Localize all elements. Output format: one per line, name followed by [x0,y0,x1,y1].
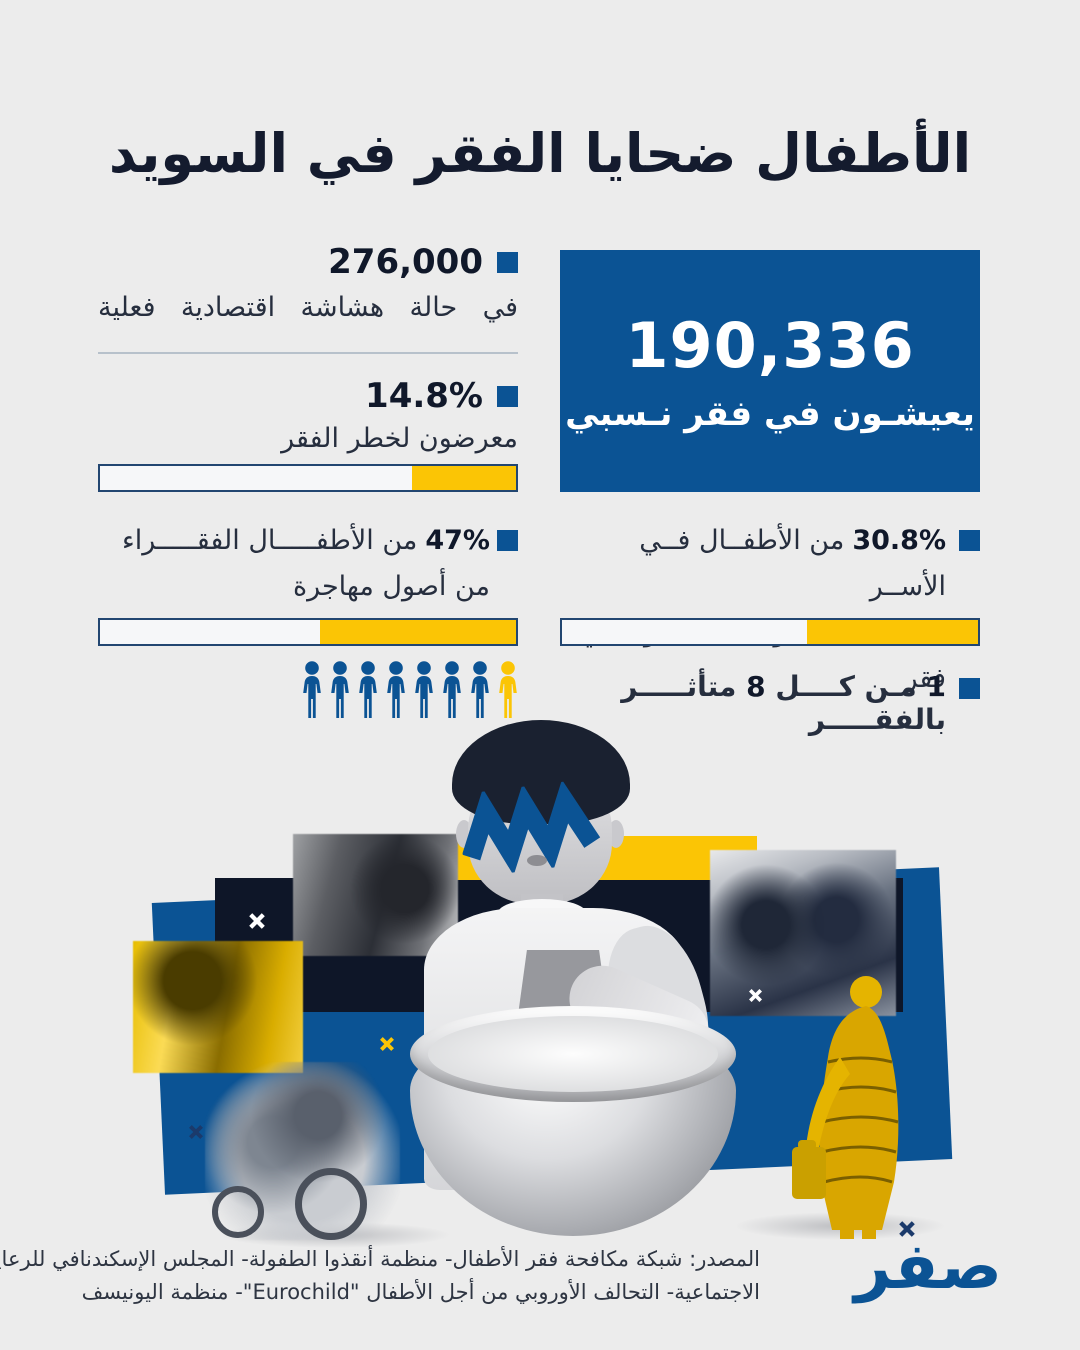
stat-economic-fragility-row: 276,000 [98,242,518,282]
stat-poverty-risk-row: 14.8% [98,376,518,416]
person-icon [468,661,492,719]
progress-bar-poverty-risk [98,464,518,492]
one-in-eight-text2: متأثـــــر بالفقـــــر [621,670,946,736]
progress-bar-single-parent [560,618,980,646]
one-in-eight-text: 1 مـن كــــل 8 متأثـــــر بالفقـــــر [556,670,946,736]
one-in-eight-num1: 1 [926,670,946,703]
highlight-stat-box: 190,336 يعيشـون في فقر نـسبي [560,250,980,492]
person-icon-highlighted [496,661,520,719]
stat-single-parent-label: من الأطفــال فــي الأســر [639,525,946,602]
person-icon [356,661,380,719]
stat-poverty-risk-value: 14.8% [365,376,483,416]
progress-fill [807,620,978,644]
stat-poverty-risk-label: معرضون لخطر الفقر [281,423,518,454]
bullet-square-icon [497,385,518,407]
photo-slum-scene [293,834,458,956]
person-icon [384,661,408,719]
cart-wheel-icon [295,1168,367,1240]
source-text: المصدر: شبكة مكافحة فقر الأطفال- منظمة أ… [0,1243,760,1309]
source-line-1: المصدر: شبكة مكافحة فقر الأطفال- منظمة أ… [0,1247,760,1271]
stat-migrant-origin-value: 47% [425,525,490,556]
page-title: الأطفال ضحايا الفقر في السويد [108,122,972,186]
person-icon [440,661,464,719]
stat-single-parent-value: 30.8% [852,525,946,556]
one-in-eight-num2: 8 [746,670,766,703]
person-icon [300,661,324,719]
stat-migrant-origin-label: من الأطفـــــال الفقـــــراء [122,525,418,556]
eye-censor-scribble-icon [462,779,601,876]
bullet-square-icon [959,678,980,699]
stat-economic-fragility-value: 276,000 [328,242,483,282]
boy-ear [608,820,624,848]
boy-mouth [527,855,547,866]
photo-child-yellow-duotone [133,941,303,1073]
people-pictogram [300,661,524,723]
source-line-2: الاجتماعية- التحالف الأوروبي من أجل الأط… [81,1280,760,1304]
metal-bowl-inner [428,1016,718,1092]
stat-migrant-origin-text: 47%من الأطفـــــال الفقـــــراء من أصول … [98,518,490,610]
bullet-square-icon [497,251,518,273]
one-in-eight-text1: مـن كــــل [775,670,917,703]
relative-poverty-label: يعيشـون في فقر نـسبي [565,393,975,434]
photo-woman-with-jerrycan [792,976,899,1239]
person-icon [328,661,352,719]
divider-line [98,352,518,354]
progress-fill [320,620,516,644]
progress-fill [412,466,516,490]
stat-migrant-origin-label-line2: من أصول مهاجرة [292,571,490,602]
bullet-square-icon [497,530,518,551]
bullet-square-icon [959,530,980,551]
sifr-logo: صفر [854,1230,1002,1304]
stat-economic-fragility-label: في حالة هشاشة اقتصادية فعلية [98,292,518,323]
cart-wheel-icon [212,1186,264,1238]
progress-bar-migrant-origin [98,618,518,646]
relative-poverty-value: 190,336 [625,308,915,382]
person-icon [412,661,436,719]
